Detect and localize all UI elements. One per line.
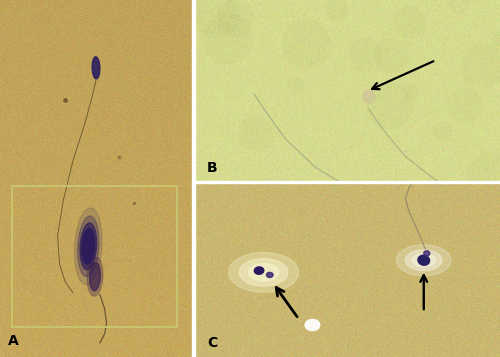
Ellipse shape <box>254 267 264 274</box>
Ellipse shape <box>80 223 96 270</box>
Ellipse shape <box>239 258 288 286</box>
Text: C: C <box>207 336 218 350</box>
Text: B: B <box>207 161 218 175</box>
Ellipse shape <box>228 252 298 292</box>
Ellipse shape <box>74 208 102 285</box>
Ellipse shape <box>88 257 103 296</box>
Ellipse shape <box>305 320 320 331</box>
Ellipse shape <box>412 254 436 267</box>
Ellipse shape <box>418 255 430 265</box>
Ellipse shape <box>78 216 99 276</box>
Ellipse shape <box>82 228 94 264</box>
Ellipse shape <box>254 267 264 274</box>
Bar <box>12 186 176 327</box>
Ellipse shape <box>406 250 442 271</box>
Ellipse shape <box>363 90 375 103</box>
Ellipse shape <box>248 264 279 281</box>
Text: A: A <box>8 334 18 348</box>
Ellipse shape <box>92 57 100 79</box>
Ellipse shape <box>396 245 451 276</box>
Ellipse shape <box>424 251 430 256</box>
Ellipse shape <box>90 262 101 291</box>
Ellipse shape <box>266 272 273 277</box>
